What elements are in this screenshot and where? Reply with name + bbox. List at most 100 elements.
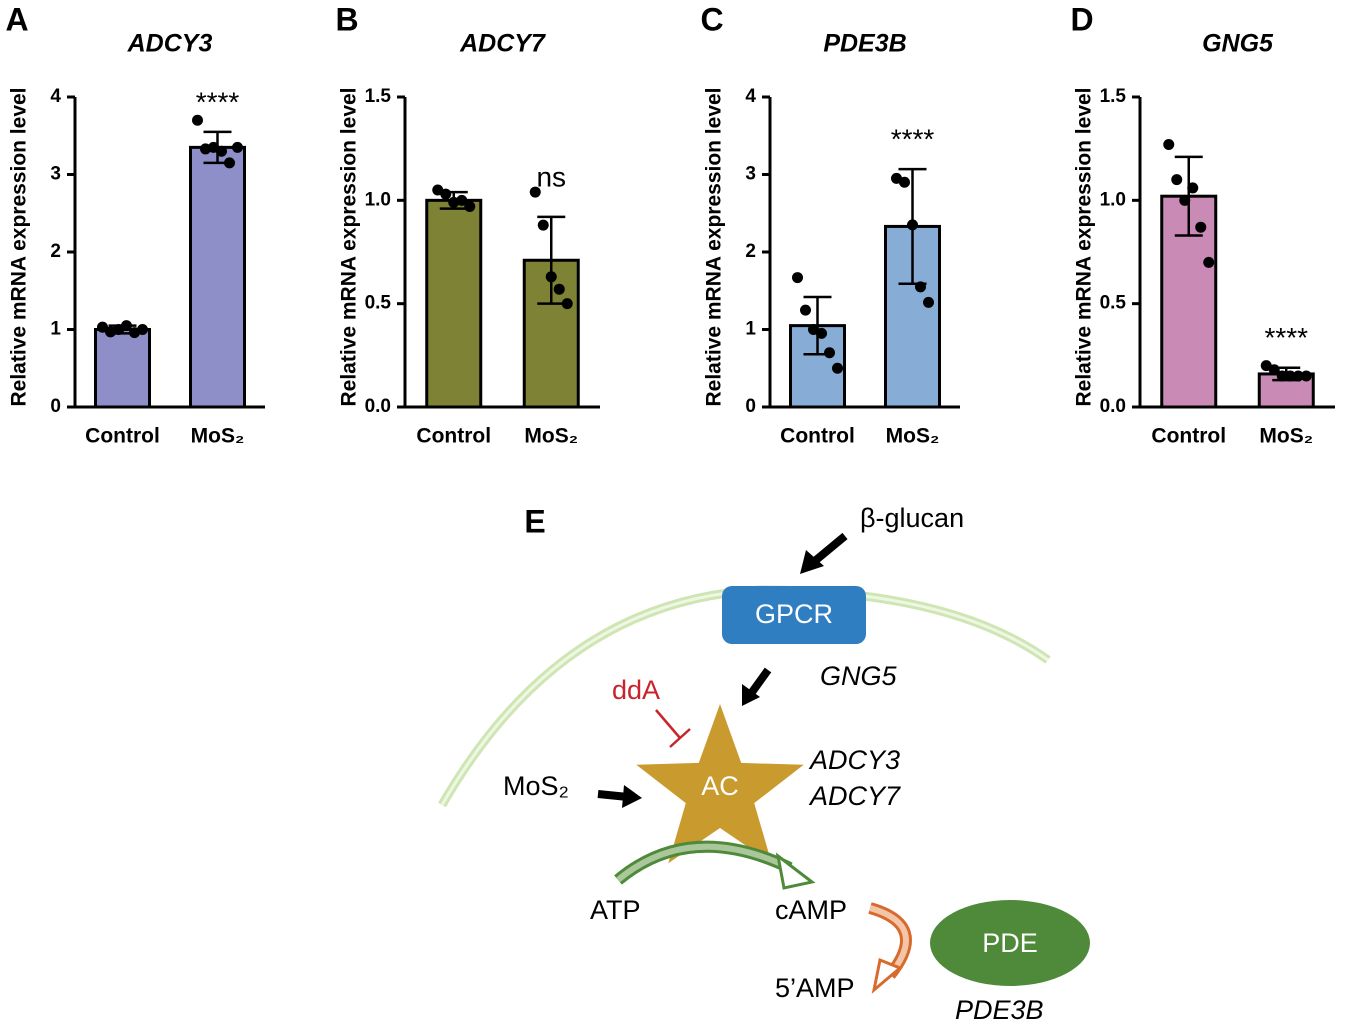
data-point	[137, 324, 148, 335]
degradation-arrow-inner	[869, 905, 909, 977]
bar	[189, 145, 246, 409]
arrowhead	[622, 785, 642, 808]
panel-letter: A	[5, 1, 28, 37]
y-tick-label: 1	[745, 319, 756, 340]
y-tick-label: 2	[745, 241, 756, 262]
annotation: ns	[536, 161, 566, 192]
x-tick-label: Control	[1151, 425, 1226, 448]
error-bar	[537, 215, 566, 305]
y-tick-label: 0.0	[365, 396, 391, 417]
data-point	[192, 114, 203, 126]
panel-letter: D	[1070, 1, 1093, 37]
data-point	[899, 176, 910, 188]
arrowhead	[800, 550, 824, 574]
data-point	[232, 141, 243, 153]
x-tick-label: Control	[416, 425, 491, 448]
data-point	[1292, 370, 1304, 382]
data-point	[1187, 182, 1199, 194]
gpcr-label: GPCR	[755, 599, 833, 629]
bar	[94, 328, 151, 409]
y-tick-label: 0.5	[365, 293, 392, 314]
data-point	[832, 362, 843, 374]
substrate: ATP	[590, 895, 641, 925]
data-point	[537, 219, 549, 231]
y-axis-label: Relative mRNA expression level	[703, 87, 726, 406]
y-tick-label: 0.0	[1100, 396, 1126, 417]
data-point	[121, 320, 132, 332]
reaction-arrow-inner	[616, 843, 792, 883]
x-tick-label: MoS₂	[524, 425, 578, 448]
y-tick-label: 1.0	[365, 189, 391, 210]
x-tick-label: MoS₂	[191, 425, 245, 448]
pde-ellipse	[930, 900, 1090, 986]
y-tick-label: 0	[745, 396, 756, 417]
arrowhead	[742, 684, 760, 706]
annotation: ****	[891, 123, 935, 154]
pde-label: PDE	[982, 928, 1038, 958]
annotation: ****	[1264, 322, 1308, 353]
gene: GNG5	[820, 661, 898, 691]
arrow	[746, 667, 772, 698]
data-point	[464, 201, 476, 213]
gene: ADCY7	[808, 781, 901, 811]
ac-star	[636, 704, 804, 864]
pathway-diagram: E β-glucan GPCR GNG5 ddA AC ADCY3 ADCY7 …	[438, 503, 1090, 1025]
data-point	[1179, 194, 1191, 206]
x-tick-label: MoS₂	[1259, 425, 1313, 448]
arrowhead	[871, 957, 903, 994]
data-point	[545, 271, 557, 283]
x-tick-label: Control	[85, 425, 160, 448]
y-tick-label: 0	[50, 396, 61, 417]
chart-title: PDE3B	[823, 30, 906, 58]
y-tick-label: 4	[745, 86, 756, 107]
data-point	[561, 298, 573, 310]
panel-letter: C	[700, 1, 723, 37]
data-point	[1284, 370, 1296, 382]
data-point	[97, 321, 108, 333]
degraded: 5’AMP	[775, 973, 855, 1003]
data-point	[824, 347, 835, 359]
y-tick-label: 1	[50, 319, 61, 340]
data-point	[224, 157, 235, 169]
inhibition	[655, 709, 691, 748]
ac-label: AC	[701, 771, 739, 801]
y-tick-label: 1.0	[1100, 189, 1126, 210]
data-point	[456, 194, 468, 206]
y-tick-label: 0.5	[1100, 293, 1127, 314]
y-axis-label: Relative mRNA expression level	[8, 87, 31, 406]
gene: PDE3B	[955, 995, 1044, 1025]
data-point	[1276, 370, 1288, 382]
y-tick-label: 2	[50, 241, 61, 262]
data-point	[923, 296, 934, 308]
y-tick-label: 3	[745, 164, 756, 185]
data-point	[1300, 370, 1312, 382]
gpcr-box	[722, 586, 866, 644]
data-point	[1195, 221, 1207, 233]
y-tick-label: 4	[50, 86, 61, 107]
data-point	[792, 272, 803, 284]
ligand: β-glucan	[860, 503, 964, 533]
product: cAMP	[775, 895, 847, 925]
data-point	[529, 186, 541, 198]
annotation: ****	[196, 86, 240, 117]
data-point	[553, 283, 565, 295]
data-point	[907, 219, 918, 231]
data-point	[1268, 364, 1280, 376]
y-tick-label: 3	[50, 164, 61, 185]
data-point	[1163, 139, 1175, 151]
stimulus: MoS₂	[503, 771, 569, 801]
y-tick-label: 1.5	[1100, 86, 1127, 107]
data-point	[216, 145, 227, 157]
y-axis-label: Relative mRNA expression level	[338, 87, 361, 406]
panel-letter: B	[335, 1, 358, 37]
data-point	[440, 188, 452, 200]
arrowhead	[775, 852, 816, 890]
y-tick-label: 1.5	[365, 86, 392, 107]
chart-title: ADCY7	[459, 30, 546, 58]
inhibitor: ddA	[612, 675, 660, 705]
data-point	[816, 327, 827, 339]
data-point	[915, 281, 926, 293]
error-bar	[1174, 155, 1203, 237]
x-tick-label: Control	[780, 425, 855, 448]
x-tick-label: MoS₂	[886, 425, 940, 448]
